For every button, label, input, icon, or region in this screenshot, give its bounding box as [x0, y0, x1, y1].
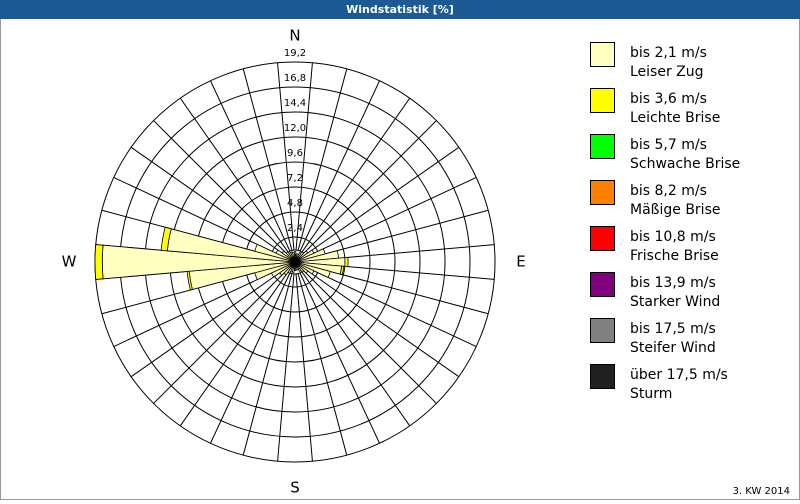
legend-swatch	[591, 365, 615, 389]
legend-label: bis 3,6 m/s	[630, 91, 707, 107]
footer-note: 3. KW 2014	[733, 486, 790, 497]
legend-description: Leichte Brise	[630, 110, 720, 126]
wedge	[345, 257, 348, 266]
legend-swatch	[591, 43, 615, 67]
legend-description: Sturm	[630, 386, 672, 402]
legend-description: Schwache Brise	[630, 156, 740, 172]
legend-description: Leiser Zug	[630, 64, 704, 80]
legend-swatch	[591, 273, 615, 297]
y-tick-label: 14,4	[284, 98, 306, 109]
legend-swatch	[591, 319, 615, 343]
legend-swatch	[591, 227, 615, 251]
legend-swatch	[591, 89, 615, 113]
legend-label: über 17,5 m/s	[630, 367, 728, 383]
legend-description: Frische Brise	[630, 248, 719, 264]
legend-label: bis 17,5 m/s	[630, 321, 716, 337]
legend-label: bis 10,8 m/s	[630, 229, 716, 245]
legend-label: bis 5,7 m/s	[630, 137, 707, 153]
direction-label: S	[290, 479, 300, 497]
legend-description: Steifer Wind	[630, 340, 716, 356]
y-tick-label: 2,4	[287, 223, 303, 234]
y-tick-label: 4,8	[287, 198, 303, 209]
y-tick-label: 12,0	[284, 123, 306, 134]
direction-label: E	[516, 253, 525, 271]
y-tick-label: 9,6	[287, 148, 303, 159]
legend-description: Starker Wind	[630, 294, 720, 310]
direction-label: W	[62, 253, 77, 271]
y-tick-label: 7,2	[287, 173, 303, 184]
chart-title: Windstatistik [%]	[346, 3, 454, 16]
legend-swatch	[591, 181, 615, 205]
legend-swatch	[591, 135, 615, 159]
y-tick-label: 16,8	[284, 73, 306, 84]
y-tick-label: 19,2	[284, 48, 306, 59]
legend-label: bis 13,9 m/s	[630, 275, 716, 291]
legend-description: Mäßige Brise	[630, 202, 720, 218]
direction-label: N	[289, 27, 300, 45]
legend-label: bis 8,2 m/s	[630, 183, 707, 199]
wedge	[95, 245, 103, 280]
legend-label: bis 2,1 m/s	[630, 45, 707, 61]
